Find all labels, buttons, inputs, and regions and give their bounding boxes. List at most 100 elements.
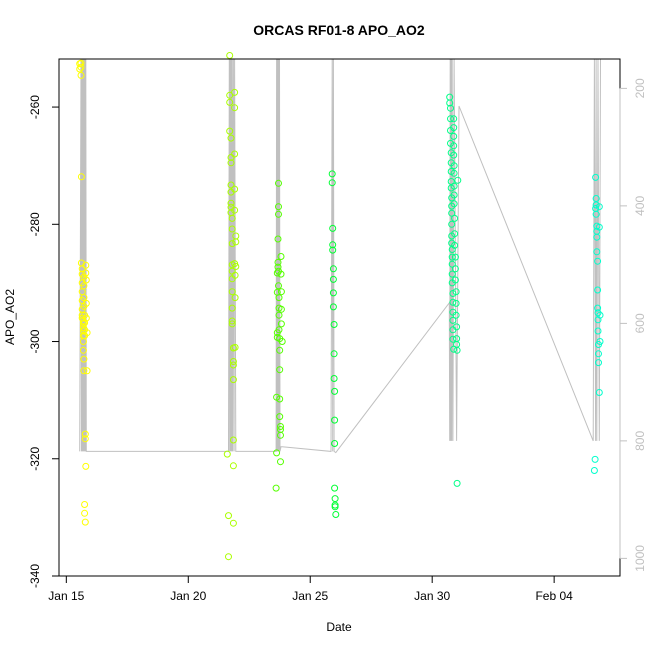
y-tick-label: -300 [28, 329, 42, 353]
data-point [277, 253, 285, 260]
data-point [596, 338, 604, 345]
y-tick-label: -280 [28, 212, 42, 236]
data-point [275, 203, 282, 211]
y-right-tick-label: 600 [633, 313, 647, 333]
data-point [450, 132, 458, 140]
data-point [453, 346, 461, 354]
data-point [330, 350, 338, 358]
y-right-tick-label: 1000 [633, 545, 647, 572]
data-point [225, 553, 232, 561]
data-point [452, 299, 460, 307]
data-point [451, 253, 459, 261]
data-point [231, 206, 239, 214]
data-point [329, 246, 337, 254]
data-point [229, 361, 237, 369]
data-point [79, 327, 87, 335]
data-point [454, 176, 462, 184]
data-point [591, 455, 599, 463]
data-point [81, 518, 89, 526]
data-point [83, 329, 91, 337]
data-point [275, 210, 282, 218]
data-point [228, 240, 236, 248]
data-point [82, 276, 90, 284]
data-point [595, 389, 603, 396]
data-point [331, 484, 339, 492]
data-point [594, 304, 602, 312]
data-point [448, 209, 456, 217]
data-point [82, 462, 90, 470]
data-point [80, 294, 88, 302]
data-point [277, 270, 285, 278]
y-tick-label: -320 [28, 446, 42, 470]
data-point [231, 88, 239, 96]
data-point [451, 230, 459, 238]
data-point [328, 170, 336, 178]
data-point [228, 288, 236, 296]
altitude-line-layer [79, 58, 601, 454]
data-point [274, 258, 282, 266]
data-point [78, 265, 86, 273]
data-point [592, 210, 600, 218]
data-point [450, 162, 458, 170]
data-point [451, 214, 459, 222]
data-point [276, 395, 284, 403]
data-point [231, 271, 239, 279]
data-point [448, 260, 456, 268]
data-point [277, 288, 285, 296]
data-point [231, 150, 239, 158]
data-point [453, 335, 461, 343]
x-tick-label: Jan 30 [414, 589, 450, 603]
data-point [274, 235, 282, 243]
data-point [593, 248, 601, 256]
data-point [329, 224, 337, 232]
data-point [330, 321, 338, 328]
data-point [82, 261, 90, 269]
data-point [273, 449, 281, 457]
data-point [328, 179, 336, 187]
data-point [448, 253, 456, 261]
data-point [228, 304, 236, 312]
data-point [596, 311, 604, 319]
data-point [451, 241, 459, 249]
data-point [232, 263, 240, 270]
altitude-line [79, 58, 601, 454]
data-point [277, 431, 284, 439]
points-layer [76, 52, 604, 561]
data-point [275, 311, 283, 319]
data-point [329, 289, 337, 297]
data-point [223, 450, 231, 458]
data-point [277, 458, 284, 466]
data-point [331, 387, 339, 395]
data-point [449, 335, 457, 343]
data-point [450, 115, 458, 123]
data-point [227, 134, 235, 142]
data-point [277, 305, 285, 313]
data-point [275, 326, 283, 334]
data-point [594, 316, 602, 324]
y-axis-right: 1000 800 600 400 200 [619, 78, 647, 572]
data-point [277, 320, 285, 328]
data-point [81, 430, 89, 438]
data-point [82, 314, 90, 322]
data-point [81, 509, 89, 517]
data-point [595, 359, 602, 367]
data-point [81, 501, 89, 508]
y-right-tick-label: 400 [633, 196, 647, 216]
data-point [329, 241, 337, 249]
data-point [276, 366, 284, 374]
data-point [590, 467, 598, 474]
data-point [278, 338, 286, 345]
data-point [593, 233, 601, 241]
data-point [594, 257, 602, 265]
data-point [80, 367, 88, 375]
data-point [330, 375, 338, 382]
chart-title: ORCAS RF01-8 APO_AO2 [253, 22, 425, 38]
data-point [448, 202, 456, 210]
data-point [79, 346, 87, 354]
data-point [229, 358, 237, 365]
data-point [276, 413, 284, 421]
data-point [451, 265, 459, 273]
data-point [229, 519, 237, 527]
data-point [81, 319, 89, 327]
